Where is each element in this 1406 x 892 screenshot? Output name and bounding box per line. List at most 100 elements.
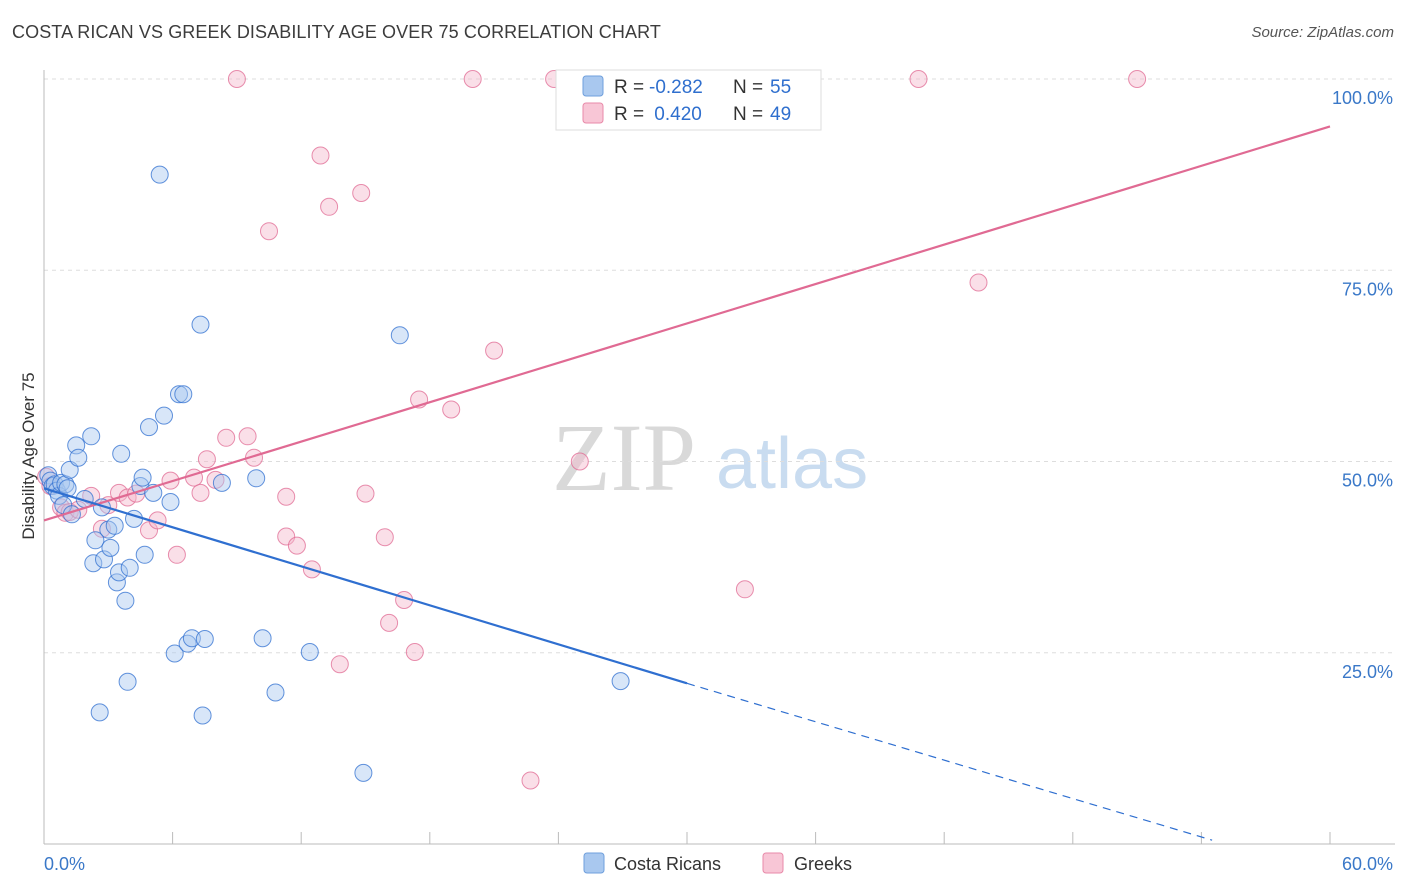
legend-r-value-pink: 0.420: [649, 104, 702, 125]
data-point[interactable]: [390, 326, 409, 345]
data-point[interactable]: [238, 427, 257, 446]
y-axis-label: Disability Age Over 75: [19, 372, 38, 539]
data-point[interactable]: [112, 444, 131, 463]
axes: [43, 70, 1395, 845]
data-point[interactable]: [485, 341, 504, 360]
series-swatch-costa-ricans: [583, 852, 605, 874]
legend-swatch-pink: [582, 102, 604, 124]
costa-ricans-trend-extension: [686, 682, 1213, 841]
data-point[interactable]: [118, 672, 137, 691]
y-tick-label: 25.0%: [1342, 662, 1393, 682]
data-point[interactable]: [380, 613, 399, 632]
data-point[interactable]: [375, 528, 394, 547]
data-point[interactable]: [58, 479, 77, 498]
data-point[interactable]: [266, 683, 285, 702]
data-point[interactable]: [161, 493, 180, 511]
data-point[interactable]: [86, 531, 105, 550]
data-point[interactable]: [405, 643, 424, 661]
legend-n-value-pink: 49: [770, 104, 791, 125]
y-tick-label: 75.0%: [1342, 279, 1393, 299]
legend-n-value-blue: 55: [770, 77, 791, 98]
series-swatch-greeks: [762, 852, 784, 874]
data-point[interactable]: [330, 655, 349, 674]
data-point[interactable]: [140, 418, 158, 437]
data-point[interactable]: [277, 487, 296, 506]
data-point[interactable]: [101, 538, 120, 557]
x-tick-label-max: 60.0%: [1342, 854, 1393, 874]
data-point[interactable]: [570, 452, 589, 471]
data-point[interactable]: [191, 483, 210, 502]
data-point[interactable]: [82, 427, 101, 446]
data-point[interactable]: [320, 197, 339, 216]
data-point[interactable]: [167, 545, 186, 564]
data-point[interactable]: [193, 706, 212, 725]
y-tick-label: 50.0%: [1342, 471, 1393, 491]
costa-ricans-points: [39, 165, 630, 782]
data-point[interactable]: [227, 70, 246, 88]
data-point[interactable]: [174, 385, 193, 404]
legend-n-label-blue: N =: [733, 77, 763, 98]
y-axis-tick-labels: 25.0% 50.0% 75.0% 100.0%: [1332, 88, 1393, 682]
series-label-greeks[interactable]: Greeks: [794, 854, 852, 874]
data-point[interactable]: [116, 591, 135, 610]
data-point[interactable]: [969, 273, 988, 292]
correlation-legend: R = -0.282 N = 55 R = 0.420 N = 49: [555, 69, 822, 131]
data-point[interactable]: [463, 70, 482, 88]
watermark-atlas: atlas: [716, 424, 868, 504]
greeks-trend-line: [43, 125, 1331, 522]
costa-ricans-trend-line: [43, 487, 688, 685]
data-point[interactable]: [170, 385, 188, 404]
data-point[interactable]: [197, 450, 216, 469]
trend-lines: [43, 125, 1331, 841]
legend-r-label-pink: R =: [614, 104, 644, 125]
watermark-zip: ZIP: [552, 404, 696, 511]
chart-title: COSTA RICAN VS GREEK DISABILITY AGE OVER…: [12, 22, 661, 42]
x-axis-ticks: [43, 832, 1331, 844]
data-point[interactable]: [287, 536, 306, 555]
data-point[interactable]: [247, 469, 266, 488]
data-point[interactable]: [133, 468, 152, 487]
legend-n-label-pink: N =: [733, 104, 763, 125]
data-point[interactable]: [521, 771, 540, 790]
data-point[interactable]: [611, 672, 630, 691]
data-point[interactable]: [195, 630, 214, 648]
data-point[interactable]: [69, 448, 88, 467]
data-point[interactable]: [165, 644, 184, 663]
data-point[interactable]: [84, 554, 103, 573]
legend-swatch-blue: [582, 75, 604, 97]
data-point[interactable]: [442, 400, 461, 419]
data-point[interactable]: [60, 460, 79, 479]
grid-lines: [44, 78, 1395, 654]
data-point[interactable]: [354, 763, 373, 782]
series-label-costa-ricans[interactable]: Costa Ricans: [614, 854, 721, 874]
data-point[interactable]: [191, 315, 210, 334]
source-credit[interactable]: Source: ZipAtlas.com: [1251, 24, 1394, 41]
data-point[interactable]: [909, 70, 928, 88]
data-point[interactable]: [300, 643, 319, 661]
data-point[interactable]: [120, 558, 139, 577]
series-legend: Costa Ricans Greeks: [583, 852, 852, 874]
data-point[interactable]: [735, 580, 754, 599]
data-point[interactable]: [90, 703, 109, 722]
legend-r-label-blue: R =: [614, 77, 644, 98]
data-point[interactable]: [212, 473, 231, 492]
data-point[interactable]: [155, 406, 173, 425]
data-point[interactable]: [105, 516, 124, 535]
data-point[interactable]: [253, 629, 272, 648]
data-point[interactable]: [150, 165, 169, 184]
x-tick-label-min: 0.0%: [44, 854, 85, 874]
data-point[interactable]: [135, 545, 154, 564]
legend-r-value-blue: -0.282: [649, 77, 703, 98]
greeks-points: [37, 70, 1147, 790]
data-point[interactable]: [110, 563, 128, 582]
y-tick-label: 100.0%: [1332, 88, 1393, 108]
data-point[interactable]: [356, 484, 375, 503]
data-point[interactable]: [260, 222, 278, 241]
data-point[interactable]: [1128, 70, 1147, 88]
data-point[interactable]: [311, 146, 330, 165]
data-point[interactable]: [217, 428, 236, 447]
data-point[interactable]: [182, 629, 201, 648]
data-point[interactable]: [352, 184, 371, 202]
data-point[interactable]: [95, 550, 113, 569]
